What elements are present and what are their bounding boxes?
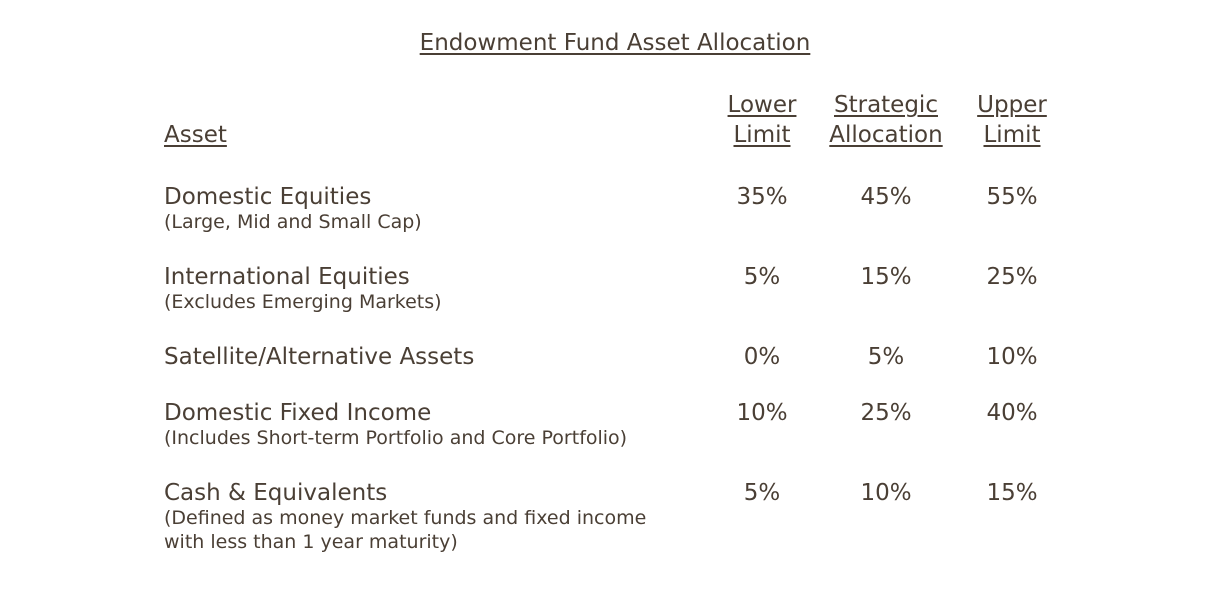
column-header-upper-limit: Upper Limit: [962, 90, 1062, 150]
asset-name: International Equities: [164, 264, 410, 290]
strategic-allocation-value: 10%: [860, 480, 912, 506]
asset-note: (Includes Short-term Portfolio and Core …: [164, 427, 628, 449]
strategic-allocation-value: 5%: [867, 344, 905, 370]
lower-limit-value: 10%: [736, 400, 788, 426]
strategic-allocation-value: 45%: [860, 184, 912, 210]
lower-limit-value: 5%: [743, 264, 781, 290]
lower-limit-value: 0%: [743, 344, 781, 370]
upper-limit-value: 40%: [986, 400, 1038, 426]
upper-limit-value: 15%: [986, 480, 1038, 506]
column-header-strategic-line-2: Allocation: [829, 122, 943, 148]
column-header-lower-line-1: Lower: [727, 92, 797, 118]
upper-limit-value: 55%: [986, 184, 1038, 210]
strategic-allocation-value: 25%: [860, 400, 912, 426]
asset-note: (Defined as money market funds and fixed…: [164, 507, 647, 553]
lower-limit-value: 35%: [736, 184, 788, 210]
column-header-asset: Asset: [164, 122, 227, 148]
asset-note: (Large, Mid and Small Cap): [164, 211, 422, 233]
column-header-lower-line-2: Limit: [733, 122, 791, 148]
column-header-lower-limit: Lower Limit: [712, 90, 812, 150]
column-header-strategic-allocation: Strategic Allocation: [826, 90, 946, 150]
asset-name: Domestic Fixed Income: [164, 400, 432, 426]
column-header-upper-line-2: Limit: [983, 122, 1041, 148]
lower-limit-value: 5%: [743, 480, 781, 506]
asset-name: Satellite/Alternative Assets: [164, 344, 475, 370]
column-header-strategic-line-1: Strategic: [834, 92, 938, 118]
column-header-upper-line-1: Upper: [977, 92, 1047, 118]
page-title: Endowment Fund Asset Allocation: [419, 30, 811, 56]
upper-limit-value: 25%: [986, 264, 1038, 290]
strategic-allocation-value: 15%: [860, 264, 912, 290]
asset-note: (Excludes Emerging Markets): [164, 291, 442, 313]
asset-name: Cash & Equivalents: [164, 480, 388, 506]
asset-name: Domestic Equities: [164, 184, 372, 210]
upper-limit-value: 10%: [986, 344, 1038, 370]
